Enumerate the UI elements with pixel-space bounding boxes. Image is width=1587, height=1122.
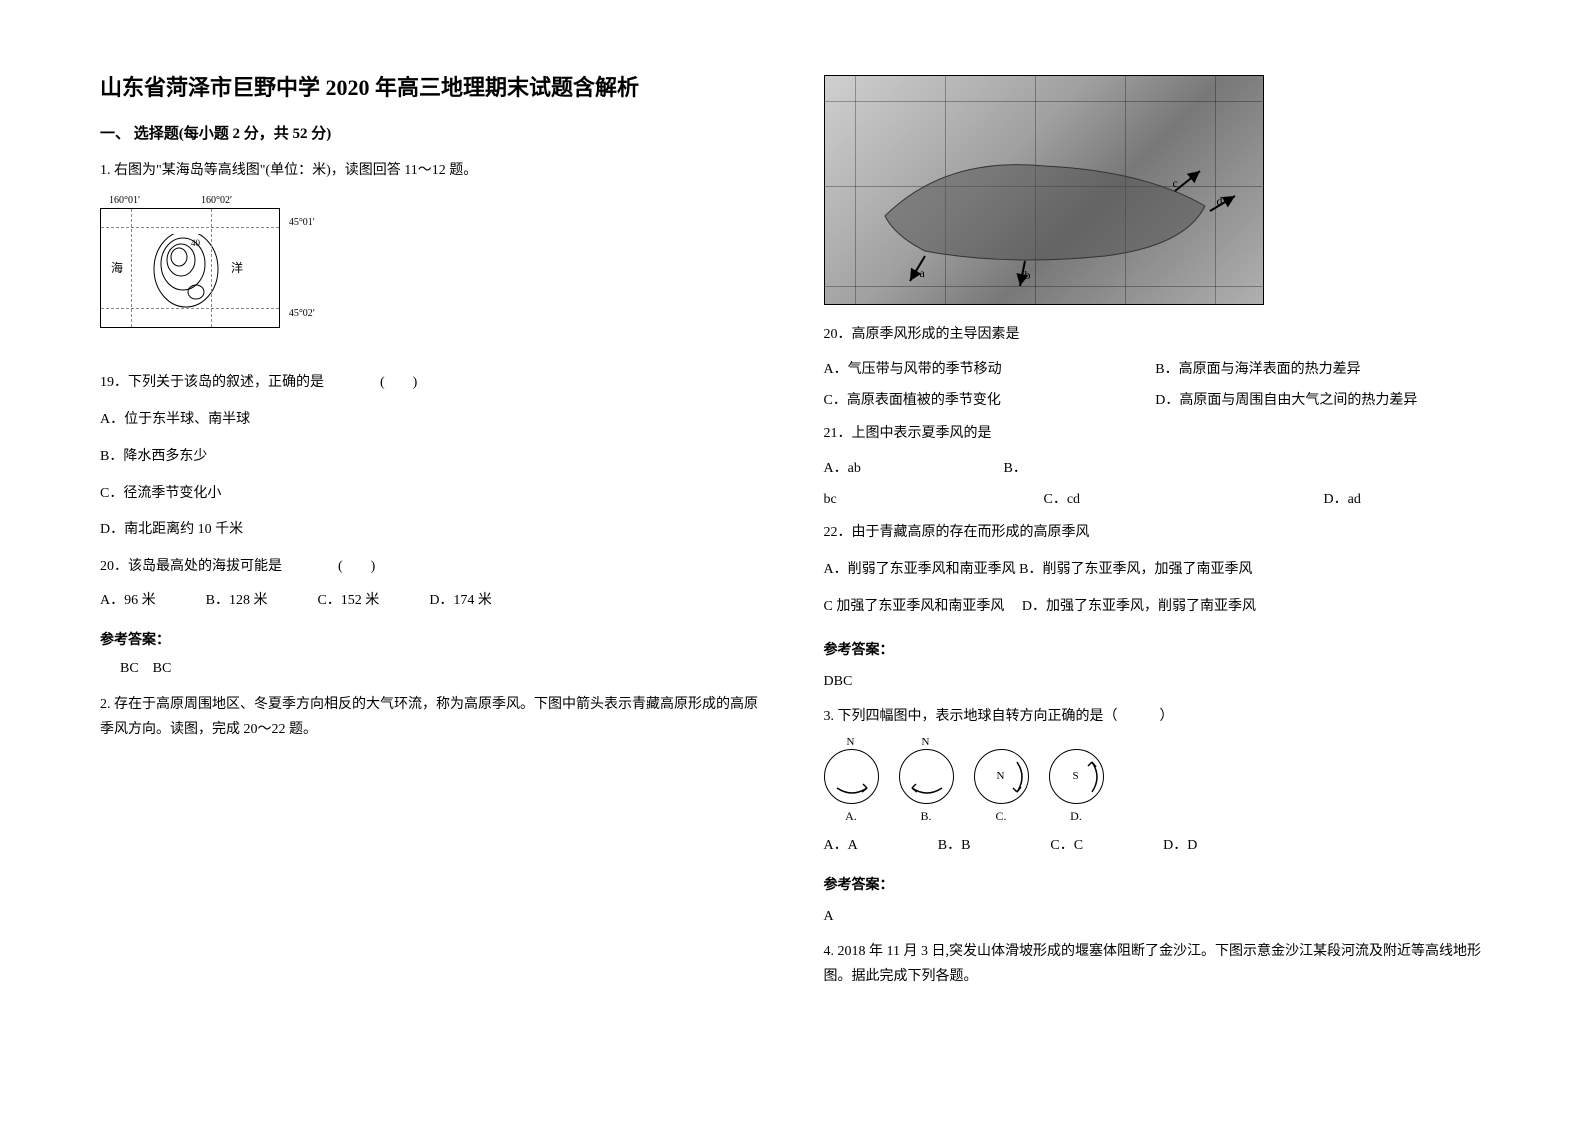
q2-22-optB: B．削弱了东亚季风，加强了南亚季风 [1019,562,1252,577]
globe-d-arrow-icon [1050,750,1105,805]
q3-answer: A [824,902,1488,933]
coord-tl: 160°01′ [109,195,140,206]
q2-22-text: 22．由于青藏高原的存在而形成的高原季风 [824,518,1488,549]
left-column: 山东省菏泽市巨野中学 2020 年高三地理期末试题含解析 一、 选择题(每小题 … [100,70,764,1052]
q2-20-optC: C．高原表面植被的季节变化 [824,388,1156,413]
q2-21-text: 21．上图中表示夏季风的是 [824,419,1488,450]
q1-answer-label: 参考答案： [100,629,764,649]
globe-a-n: N [847,736,855,748]
q2-answer: DBC [824,667,1488,698]
q3-intro: 3. 下列四幅图中，表示地球自转方向正确的是（ ） [824,704,1488,729]
q19-text: 19．下列关于该岛的叙述，正确的是 ( ) [100,368,764,399]
q2-22-optCD: C 加强了东亚季风和南亚季风 D．加强了东亚季风，削弱了南亚季风 [824,592,1488,623]
q2-20-optsAB: A．气压带与风带的季节移动 B．高原面与海洋表面的热力差异 [824,357,1488,382]
section-header: 一、 选择题(每小题 2 分，共 52 分) [100,122,764,143]
q2-21-optB: B． [1004,456,1027,481]
q2-21-optsCD: bc C．cd D．ad [824,487,1488,512]
right-column: 70° 80° 90° 100° 110° 40° 30° 20° [824,70,1488,1052]
globe-c-label: C. [995,809,1006,824]
q2-21-optsAB: A．ab B． [824,456,1488,481]
globe-c-arrow-icon [975,750,1030,805]
q20-optB: B．128 米 [206,589,268,609]
plateau-map: 70° 80° 90° 100° 110° 40° 30° 20° [824,75,1264,305]
globe-b-arrow-icon [900,750,955,805]
globes-figure: N A. N B. N C. S D. [824,749,1488,824]
globe-c: N C. [974,749,1029,824]
q20-optC: C．152 米 [317,589,379,609]
globe-b-n: N [922,736,930,748]
q2-20-optA: A．气压带与风带的季节移动 [824,357,1156,382]
globe-b: N B. [899,749,954,824]
q2-20-optB: B．高原面与海洋表面的热力差异 [1155,357,1487,382]
arrow-d-label: d [1217,194,1223,209]
q3-optD: D．D [1163,834,1197,854]
q1-answer: BC BC [100,657,764,677]
plateau-map-container: 70° 80° 90° 100° 110° 40° 30° 20° [824,75,1488,320]
arrow-c-label: c [1173,176,1178,191]
q19-optD: D．南北距离约 10 千米 [100,515,764,546]
arrow-b-label: b [1025,268,1031,283]
q2-21-optC: C．cd [1044,487,1324,512]
q3-optB: B．B [938,834,971,854]
q2-20-optsCD: C．高原表面植被的季节变化 D．高原面与周围自由大气之间的热力差异 [824,388,1488,413]
coord-rt: 45°01′ [289,217,315,228]
q2-answer-label: 参考答案： [824,639,1488,659]
q19-optB: B．降水西多东少 [100,442,764,473]
q2-21-optD: D．ad [1324,487,1361,512]
globe-a: N A. [824,749,879,824]
q2-20-optD: D．高原面与周围自由大气之间的热力差异 [1155,388,1487,413]
q2-22-optC: C 加强了东亚季风和南亚季风 [824,599,1005,614]
q2-22-optD: D．加强了东亚季风，削弱了南亚季风 [1022,599,1256,614]
coord-rb: 45°02′ [289,308,315,319]
q2-21-optA: A．ab [824,456,1004,481]
q2-20-text: 20．高原季风形成的主导因素是 [824,320,1488,351]
globe-a-label: A. [845,809,857,824]
q2-21-bc: bc [824,487,1044,512]
island-figure: 160°01′ 160°02′ 45°01′ 45°02′ 海 洋 40 [100,208,280,328]
plateau-terrain-icon [825,76,1264,305]
q20-text: 20．该岛最高处的海拔可能是 ( ) [100,552,764,583]
sea-label: 海 [111,259,123,276]
q3-optA: A．A [824,834,858,854]
q3-answer-label: 参考答案： [824,874,1488,894]
q20-optD: D．174 米 [429,589,492,609]
q3-options: A．A B．B C．C D．D [824,834,1488,854]
coord-tr: 160°02′ [201,195,232,206]
page-title: 山东省菏泽市巨野中学 2020 年高三地理期末试题含解析 [100,70,764,102]
q20-optA: A．96 米 [100,589,156,609]
contour-40-label: 40 [191,238,201,248]
q2-22-optAB: A．削弱了东亚季风和南亚季风 B．削弱了东亚季风，加强了南亚季风 [824,555,1488,586]
q2-22-optA: A．削弱了东亚季风和南亚季风 [824,562,1016,577]
globe-d: S D. [1049,749,1104,824]
island-contours-icon: 40 [151,234,231,314]
q1-intro: 1. 右图为"某海岛等高线图"(单位：米)，读图回答 11～12 题。 [100,158,764,183]
q20-options: A．96 米 B．128 米 C．152 米 D．174 米 [100,589,764,609]
q2-intro: 2. 存在于高原周围地区、冬夏季方向相反的大气环流，称为高原季风。下图中箭头表示… [100,692,764,742]
q19-optA: A．位于东半球、南半球 [100,405,764,436]
globe-b-label: B. [920,809,931,824]
globe-d-label: D. [1070,809,1082,824]
ocean-label: 洋 [231,259,243,276]
arrow-a-label: a [920,266,925,281]
q3-optC: C．C [1050,834,1083,854]
globe-a-arrow-icon [825,750,880,805]
q19-optC: C．径流季节变化小 [100,479,764,510]
q4-intro: 4. 2018 年 11 月 3 日,突发山体滑坡形成的堰塞体阻断了金沙江。下图… [824,939,1488,989]
